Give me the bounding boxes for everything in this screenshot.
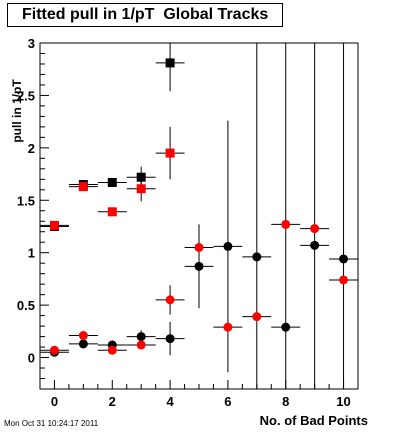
data-point-circle bbox=[78, 331, 88, 341]
data-point-circle bbox=[78, 339, 88, 349]
x-tick-label: 0 bbox=[51, 394, 58, 409]
plot-frame bbox=[39, 42, 359, 390]
data-point-circle bbox=[165, 334, 175, 344]
y-tick-label: 1 bbox=[28, 246, 35, 261]
y-tick-label: 0 bbox=[28, 351, 35, 366]
y-tick-label: 3 bbox=[28, 36, 35, 51]
data-point-circle bbox=[339, 275, 349, 285]
data-point-circle bbox=[310, 240, 320, 250]
data-point-circle bbox=[165, 295, 175, 305]
data-point-circle bbox=[339, 254, 349, 264]
data-point-square bbox=[107, 177, 117, 187]
data-point-circle bbox=[136, 332, 146, 342]
x-tick-label: 8 bbox=[282, 394, 289, 409]
data-point-circle bbox=[281, 322, 291, 332]
data-point-square bbox=[49, 220, 59, 230]
data-point-square bbox=[165, 58, 175, 68]
y-tick-label: 0.5 bbox=[17, 298, 35, 313]
data-point-square bbox=[136, 184, 146, 194]
data-point-circle bbox=[252, 312, 262, 322]
data-point-circle bbox=[281, 219, 291, 229]
data-point-square bbox=[78, 182, 88, 192]
data-point-circle bbox=[194, 242, 204, 252]
data-point-square bbox=[107, 207, 117, 217]
x-tick-label: 10 bbox=[336, 394, 350, 409]
y-tick-label: 2 bbox=[28, 141, 35, 156]
data-point-circle bbox=[252, 252, 262, 262]
y-tick-label: 2.5 bbox=[17, 88, 35, 103]
data-point-circle bbox=[194, 261, 204, 271]
chart-title: Fitted pull in 1/pT Global Tracks bbox=[7, 3, 283, 27]
data-point-circle bbox=[223, 241, 233, 251]
y-axis-label: pull in 1/pT bbox=[10, 79, 24, 143]
data-point-circle bbox=[107, 345, 117, 355]
x-tick-label: 4 bbox=[166, 394, 174, 409]
datestamp: Mon Oct 31 10:24:17 2011 bbox=[4, 419, 99, 428]
data-point-circle bbox=[49, 345, 59, 355]
y-tick-label: 1.5 bbox=[17, 193, 35, 208]
data-point-square bbox=[165, 148, 175, 158]
data-point-circle bbox=[310, 224, 320, 234]
x-tick-label: 6 bbox=[224, 394, 231, 409]
data-point-circle bbox=[223, 322, 233, 332]
x-axis-label: No. of Bad Points bbox=[259, 413, 368, 428]
data-point-circle bbox=[136, 340, 146, 350]
x-tick-label: 2 bbox=[109, 394, 116, 409]
